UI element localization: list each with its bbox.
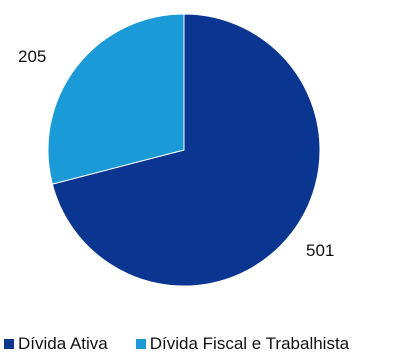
data-label-divida-ativa: 501 bbox=[306, 241, 334, 260]
pie-slices bbox=[47, 13, 321, 287]
legend-item-divida-fiscal: Dívida Fiscal e Trabalhista bbox=[135, 334, 350, 354]
legend-label: Dívida Fiscal e Trabalhista bbox=[149, 334, 350, 353]
pie-slice-divida-fiscal bbox=[47, 13, 185, 185]
legend-item-divida-ativa: Dívida Ativa bbox=[4, 334, 108, 354]
legend-label: Dívida Ativa bbox=[18, 334, 108, 353]
legend-swatch bbox=[4, 339, 14, 349]
pie-slice-divida-ativa bbox=[51, 13, 321, 287]
legend: Dívida Ativa Dívida Fiscal e Trabalhista bbox=[4, 334, 349, 354]
legend-swatch bbox=[135, 339, 146, 349]
data-label-divida-fiscal: 205 bbox=[18, 47, 46, 66]
